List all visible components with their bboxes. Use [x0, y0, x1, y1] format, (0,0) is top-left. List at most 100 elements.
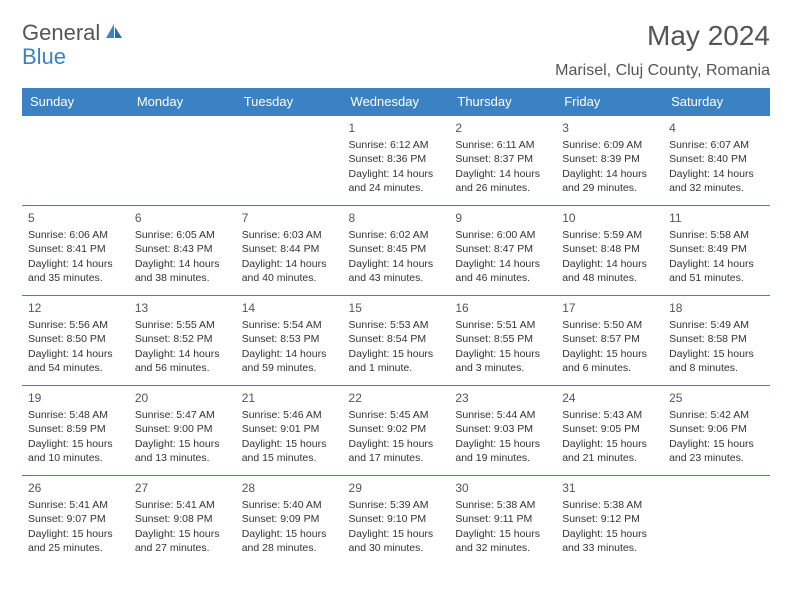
daylight-text: Daylight: 15 hours and 21 minutes. [562, 437, 657, 465]
sunset-text: Sunset: 8:55 PM [455, 332, 550, 346]
calendar-cell: 29Sunrise: 5:39 AMSunset: 9:10 PMDayligh… [343, 476, 450, 566]
daylight-text: Daylight: 15 hours and 19 minutes. [455, 437, 550, 465]
daylight-text: Daylight: 14 hours and 43 minutes. [349, 257, 444, 285]
calendar-cell [236, 116, 343, 206]
daylight-text: Daylight: 15 hours and 27 minutes. [135, 527, 230, 555]
daylight-text: Daylight: 15 hours and 25 minutes. [28, 527, 123, 555]
location-text: Marisel, Cluj County, Romania [555, 62, 770, 80]
sunrise-text: Sunrise: 6:02 AM [349, 228, 444, 242]
daylight-text: Daylight: 14 hours and 48 minutes. [562, 257, 657, 285]
calendar-week-row: 19Sunrise: 5:48 AMSunset: 8:59 PMDayligh… [22, 386, 770, 476]
day-number: 13 [135, 300, 230, 316]
daylight-text: Daylight: 15 hours and 32 minutes. [455, 527, 550, 555]
sunrise-text: Sunrise: 5:49 AM [669, 318, 764, 332]
calendar-week-row: 26Sunrise: 5:41 AMSunset: 9:07 PMDayligh… [22, 476, 770, 566]
sunrise-text: Sunrise: 5:46 AM [242, 408, 337, 422]
sunset-text: Sunset: 9:08 PM [135, 512, 230, 526]
sunrise-text: Sunrise: 5:50 AM [562, 318, 657, 332]
day-number: 4 [669, 120, 764, 136]
daylight-text: Daylight: 15 hours and 10 minutes. [28, 437, 123, 465]
sunrise-text: Sunrise: 5:51 AM [455, 318, 550, 332]
calendar-cell: 28Sunrise: 5:40 AMSunset: 9:09 PMDayligh… [236, 476, 343, 566]
day-number: 8 [349, 210, 444, 226]
day-number: 16 [455, 300, 550, 316]
day-number: 29 [349, 480, 444, 496]
calendar-cell: 12Sunrise: 5:56 AMSunset: 8:50 PMDayligh… [22, 296, 129, 386]
calendar-cell: 17Sunrise: 5:50 AMSunset: 8:57 PMDayligh… [556, 296, 663, 386]
day-number: 22 [349, 390, 444, 406]
sunrise-text: Sunrise: 6:12 AM [349, 138, 444, 152]
day-number: 15 [349, 300, 444, 316]
sunset-text: Sunset: 8:58 PM [669, 332, 764, 346]
calendar-cell: 20Sunrise: 5:47 AMSunset: 9:00 PMDayligh… [129, 386, 236, 476]
daylight-text: Daylight: 14 hours and 59 minutes. [242, 347, 337, 375]
daylight-text: Daylight: 15 hours and 30 minutes. [349, 527, 444, 555]
calendar-cell: 9Sunrise: 6:00 AMSunset: 8:47 PMDaylight… [449, 206, 556, 296]
sunset-text: Sunset: 9:11 PM [455, 512, 550, 526]
calendar-cell: 26Sunrise: 5:41 AMSunset: 9:07 PMDayligh… [22, 476, 129, 566]
day-number: 19 [28, 390, 123, 406]
calendar-cell: 15Sunrise: 5:53 AMSunset: 8:54 PMDayligh… [343, 296, 450, 386]
calendar-cell: 11Sunrise: 5:58 AMSunset: 8:49 PMDayligh… [663, 206, 770, 296]
day-number: 28 [242, 480, 337, 496]
calendar-cell: 31Sunrise: 5:38 AMSunset: 9:12 PMDayligh… [556, 476, 663, 566]
day-number: 12 [28, 300, 123, 316]
sunset-text: Sunset: 8:40 PM [669, 152, 764, 166]
calendar-table: Sunday Monday Tuesday Wednesday Thursday… [22, 88, 770, 566]
calendar-cell [22, 116, 129, 206]
sunrise-text: Sunrise: 5:43 AM [562, 408, 657, 422]
calendar-cell: 25Sunrise: 5:42 AMSunset: 9:06 PMDayligh… [663, 386, 770, 476]
day-number: 31 [562, 480, 657, 496]
sunset-text: Sunset: 8:49 PM [669, 242, 764, 256]
sunset-text: Sunset: 8:43 PM [135, 242, 230, 256]
sunrise-text: Sunrise: 5:39 AM [349, 498, 444, 512]
sunrise-text: Sunrise: 5:45 AM [349, 408, 444, 422]
daylight-text: Daylight: 15 hours and 8 minutes. [669, 347, 764, 375]
calendar-cell: 19Sunrise: 5:48 AMSunset: 8:59 PMDayligh… [22, 386, 129, 476]
sunrise-text: Sunrise: 6:11 AM [455, 138, 550, 152]
sunset-text: Sunset: 8:36 PM [349, 152, 444, 166]
logo-text-blue: Blue [22, 44, 66, 69]
calendar-cell: 4Sunrise: 6:07 AMSunset: 8:40 PMDaylight… [663, 116, 770, 206]
calendar-cell: 1Sunrise: 6:12 AMSunset: 8:36 PMDaylight… [343, 116, 450, 206]
day-number: 23 [455, 390, 550, 406]
sunset-text: Sunset: 8:52 PM [135, 332, 230, 346]
sunset-text: Sunset: 9:12 PM [562, 512, 657, 526]
calendar-cell: 7Sunrise: 6:03 AMSunset: 8:44 PMDaylight… [236, 206, 343, 296]
calendar-cell: 21Sunrise: 5:46 AMSunset: 9:01 PMDayligh… [236, 386, 343, 476]
dayheader-tuesday: Tuesday [236, 88, 343, 116]
day-number: 5 [28, 210, 123, 226]
day-number: 20 [135, 390, 230, 406]
sunrise-text: Sunrise: 5:38 AM [455, 498, 550, 512]
calendar-cell: 22Sunrise: 5:45 AMSunset: 9:02 PMDayligh… [343, 386, 450, 476]
sunrise-text: Sunrise: 6:05 AM [135, 228, 230, 242]
header: General May 2024 Marisel, Cluj County, R… [22, 20, 770, 80]
day-number: 26 [28, 480, 123, 496]
day-number: 18 [669, 300, 764, 316]
daylight-text: Daylight: 14 hours and 51 minutes. [669, 257, 764, 285]
calendar-cell: 10Sunrise: 5:59 AMSunset: 8:48 PMDayligh… [556, 206, 663, 296]
calendar-header-row: Sunday Monday Tuesday Wednesday Thursday… [22, 88, 770, 116]
sunrise-text: Sunrise: 5:38 AM [562, 498, 657, 512]
calendar-week-row: 12Sunrise: 5:56 AMSunset: 8:50 PMDayligh… [22, 296, 770, 386]
daylight-text: Daylight: 14 hours and 29 minutes. [562, 167, 657, 195]
daylight-text: Daylight: 14 hours and 32 minutes. [669, 167, 764, 195]
day-number: 30 [455, 480, 550, 496]
daylight-text: Daylight: 14 hours and 24 minutes. [349, 167, 444, 195]
sunrise-text: Sunrise: 5:55 AM [135, 318, 230, 332]
day-number: 24 [562, 390, 657, 406]
daylight-text: Daylight: 14 hours and 54 minutes. [28, 347, 123, 375]
day-number: 7 [242, 210, 337, 226]
calendar-cell: 18 Sunrise: 5:49 AMSunset: 8:58 PMDayligh… [663, 296, 770, 386]
daylight-text: Daylight: 15 hours and 23 minutes. [669, 437, 764, 465]
sunset-text: Sunset: 9:03 PM [455, 422, 550, 436]
daylight-text: Daylight: 15 hours and 15 minutes. [242, 437, 337, 465]
sunrise-text: Sunrise: 5:41 AM [28, 498, 123, 512]
sunset-text: Sunset: 8:53 PM [242, 332, 337, 346]
daylight-text: Daylight: 15 hours and 3 minutes. [455, 347, 550, 375]
day-number: 11 [669, 210, 764, 226]
calendar-body: 1Sunrise: 6:12 AMSunset: 8:36 PMDaylight… [22, 116, 770, 566]
daylight-text: Daylight: 14 hours and 56 minutes. [135, 347, 230, 375]
calendar-cell [663, 476, 770, 566]
logo-sail-icon [104, 22, 124, 45]
